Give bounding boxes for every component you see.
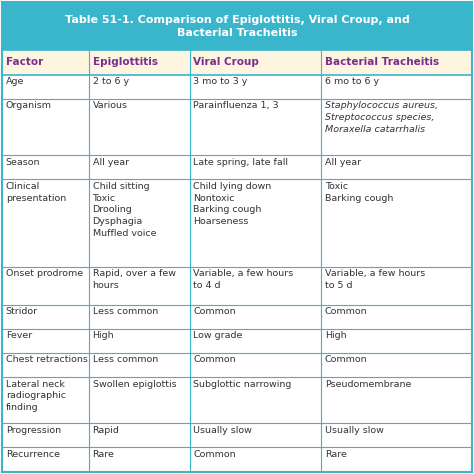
Text: Parainfluenza 1, 3: Parainfluenza 1, 3: [193, 101, 279, 110]
Text: Common: Common: [193, 307, 236, 316]
Text: Onset prodrome: Onset prodrome: [6, 269, 83, 278]
Text: Rare: Rare: [92, 450, 114, 459]
FancyBboxPatch shape: [2, 447, 472, 472]
Text: Late spring, late fall: Late spring, late fall: [193, 157, 288, 166]
FancyBboxPatch shape: [2, 179, 472, 267]
Text: Bacterial Tracheitis: Bacterial Tracheitis: [325, 57, 439, 67]
FancyBboxPatch shape: [2, 74, 472, 99]
Text: Child sitting
Toxic
Drooling
Dysphagia
Muffled voice: Child sitting Toxic Drooling Dysphagia M…: [92, 182, 156, 238]
Text: Progression: Progression: [6, 426, 61, 435]
Text: Rare: Rare: [325, 450, 346, 459]
Text: 3 mo to 3 y: 3 mo to 3 y: [193, 77, 248, 86]
Text: Fever: Fever: [6, 331, 32, 340]
Text: Variable, a few hours
to 4 d: Variable, a few hours to 4 d: [193, 269, 293, 290]
Text: Viral Croup: Viral Croup: [193, 57, 259, 67]
Text: Less common: Less common: [92, 356, 158, 365]
Text: Variable, a few hours
to 5 d: Variable, a few hours to 5 d: [325, 269, 425, 290]
FancyBboxPatch shape: [2, 50, 472, 74]
Text: Subglottic narrowing: Subglottic narrowing: [193, 380, 292, 389]
Text: Stridor: Stridor: [6, 307, 38, 316]
Text: Recurrence: Recurrence: [6, 450, 60, 459]
FancyBboxPatch shape: [2, 2, 472, 50]
Text: 6 mo to 6 y: 6 mo to 6 y: [325, 77, 379, 86]
Text: All year: All year: [325, 157, 361, 166]
Text: Swollen epiglottis: Swollen epiglottis: [92, 380, 176, 389]
Text: Staphylococcus aureus,
Streptococcus species,
Moraxella catarrhalis: Staphylococcus aureus, Streptococcus spe…: [325, 101, 438, 134]
Text: Various: Various: [92, 101, 128, 110]
Text: Rapid: Rapid: [92, 426, 119, 435]
Text: Less common: Less common: [92, 307, 158, 316]
Text: Toxic
Barking cough: Toxic Barking cough: [325, 182, 393, 202]
Text: Usually slow: Usually slow: [193, 426, 252, 435]
Text: Lateral neck
radiographic
finding: Lateral neck radiographic finding: [6, 380, 66, 412]
Text: High: High: [92, 331, 114, 340]
FancyBboxPatch shape: [2, 423, 472, 447]
Text: Organism: Organism: [6, 101, 52, 110]
Text: Common: Common: [325, 356, 367, 365]
FancyBboxPatch shape: [2, 305, 472, 329]
Text: Epiglottitis: Epiglottitis: [92, 57, 157, 67]
Text: Chest retractions: Chest retractions: [6, 356, 88, 365]
Text: Rapid, over a few
hours: Rapid, over a few hours: [92, 269, 175, 290]
FancyBboxPatch shape: [2, 329, 472, 353]
Text: Clinical
presentation: Clinical presentation: [6, 182, 66, 202]
FancyBboxPatch shape: [2, 155, 472, 179]
Text: Common: Common: [193, 356, 236, 365]
FancyBboxPatch shape: [2, 99, 472, 155]
Text: Pseudomembrane: Pseudomembrane: [325, 380, 411, 389]
Text: Season: Season: [6, 157, 40, 166]
Text: Age: Age: [6, 77, 24, 86]
Text: Child lying down
Nontoxic
Barking cough
Hoarseness: Child lying down Nontoxic Barking cough …: [193, 182, 272, 226]
Text: Factor: Factor: [6, 57, 43, 67]
Text: Table 51-1. Comparison of Epiglottitis, Viral Croup, and
Bacterial Tracheitis: Table 51-1. Comparison of Epiglottitis, …: [64, 15, 410, 38]
FancyBboxPatch shape: [2, 377, 472, 423]
Text: Low grade: Low grade: [193, 331, 243, 340]
Text: 2 to 6 y: 2 to 6 y: [92, 77, 128, 86]
Text: Common: Common: [193, 450, 236, 459]
FancyBboxPatch shape: [2, 267, 472, 305]
Text: Usually slow: Usually slow: [325, 426, 383, 435]
Text: High: High: [325, 331, 346, 340]
Text: All year: All year: [92, 157, 128, 166]
Text: Common: Common: [325, 307, 367, 316]
FancyBboxPatch shape: [2, 353, 472, 377]
